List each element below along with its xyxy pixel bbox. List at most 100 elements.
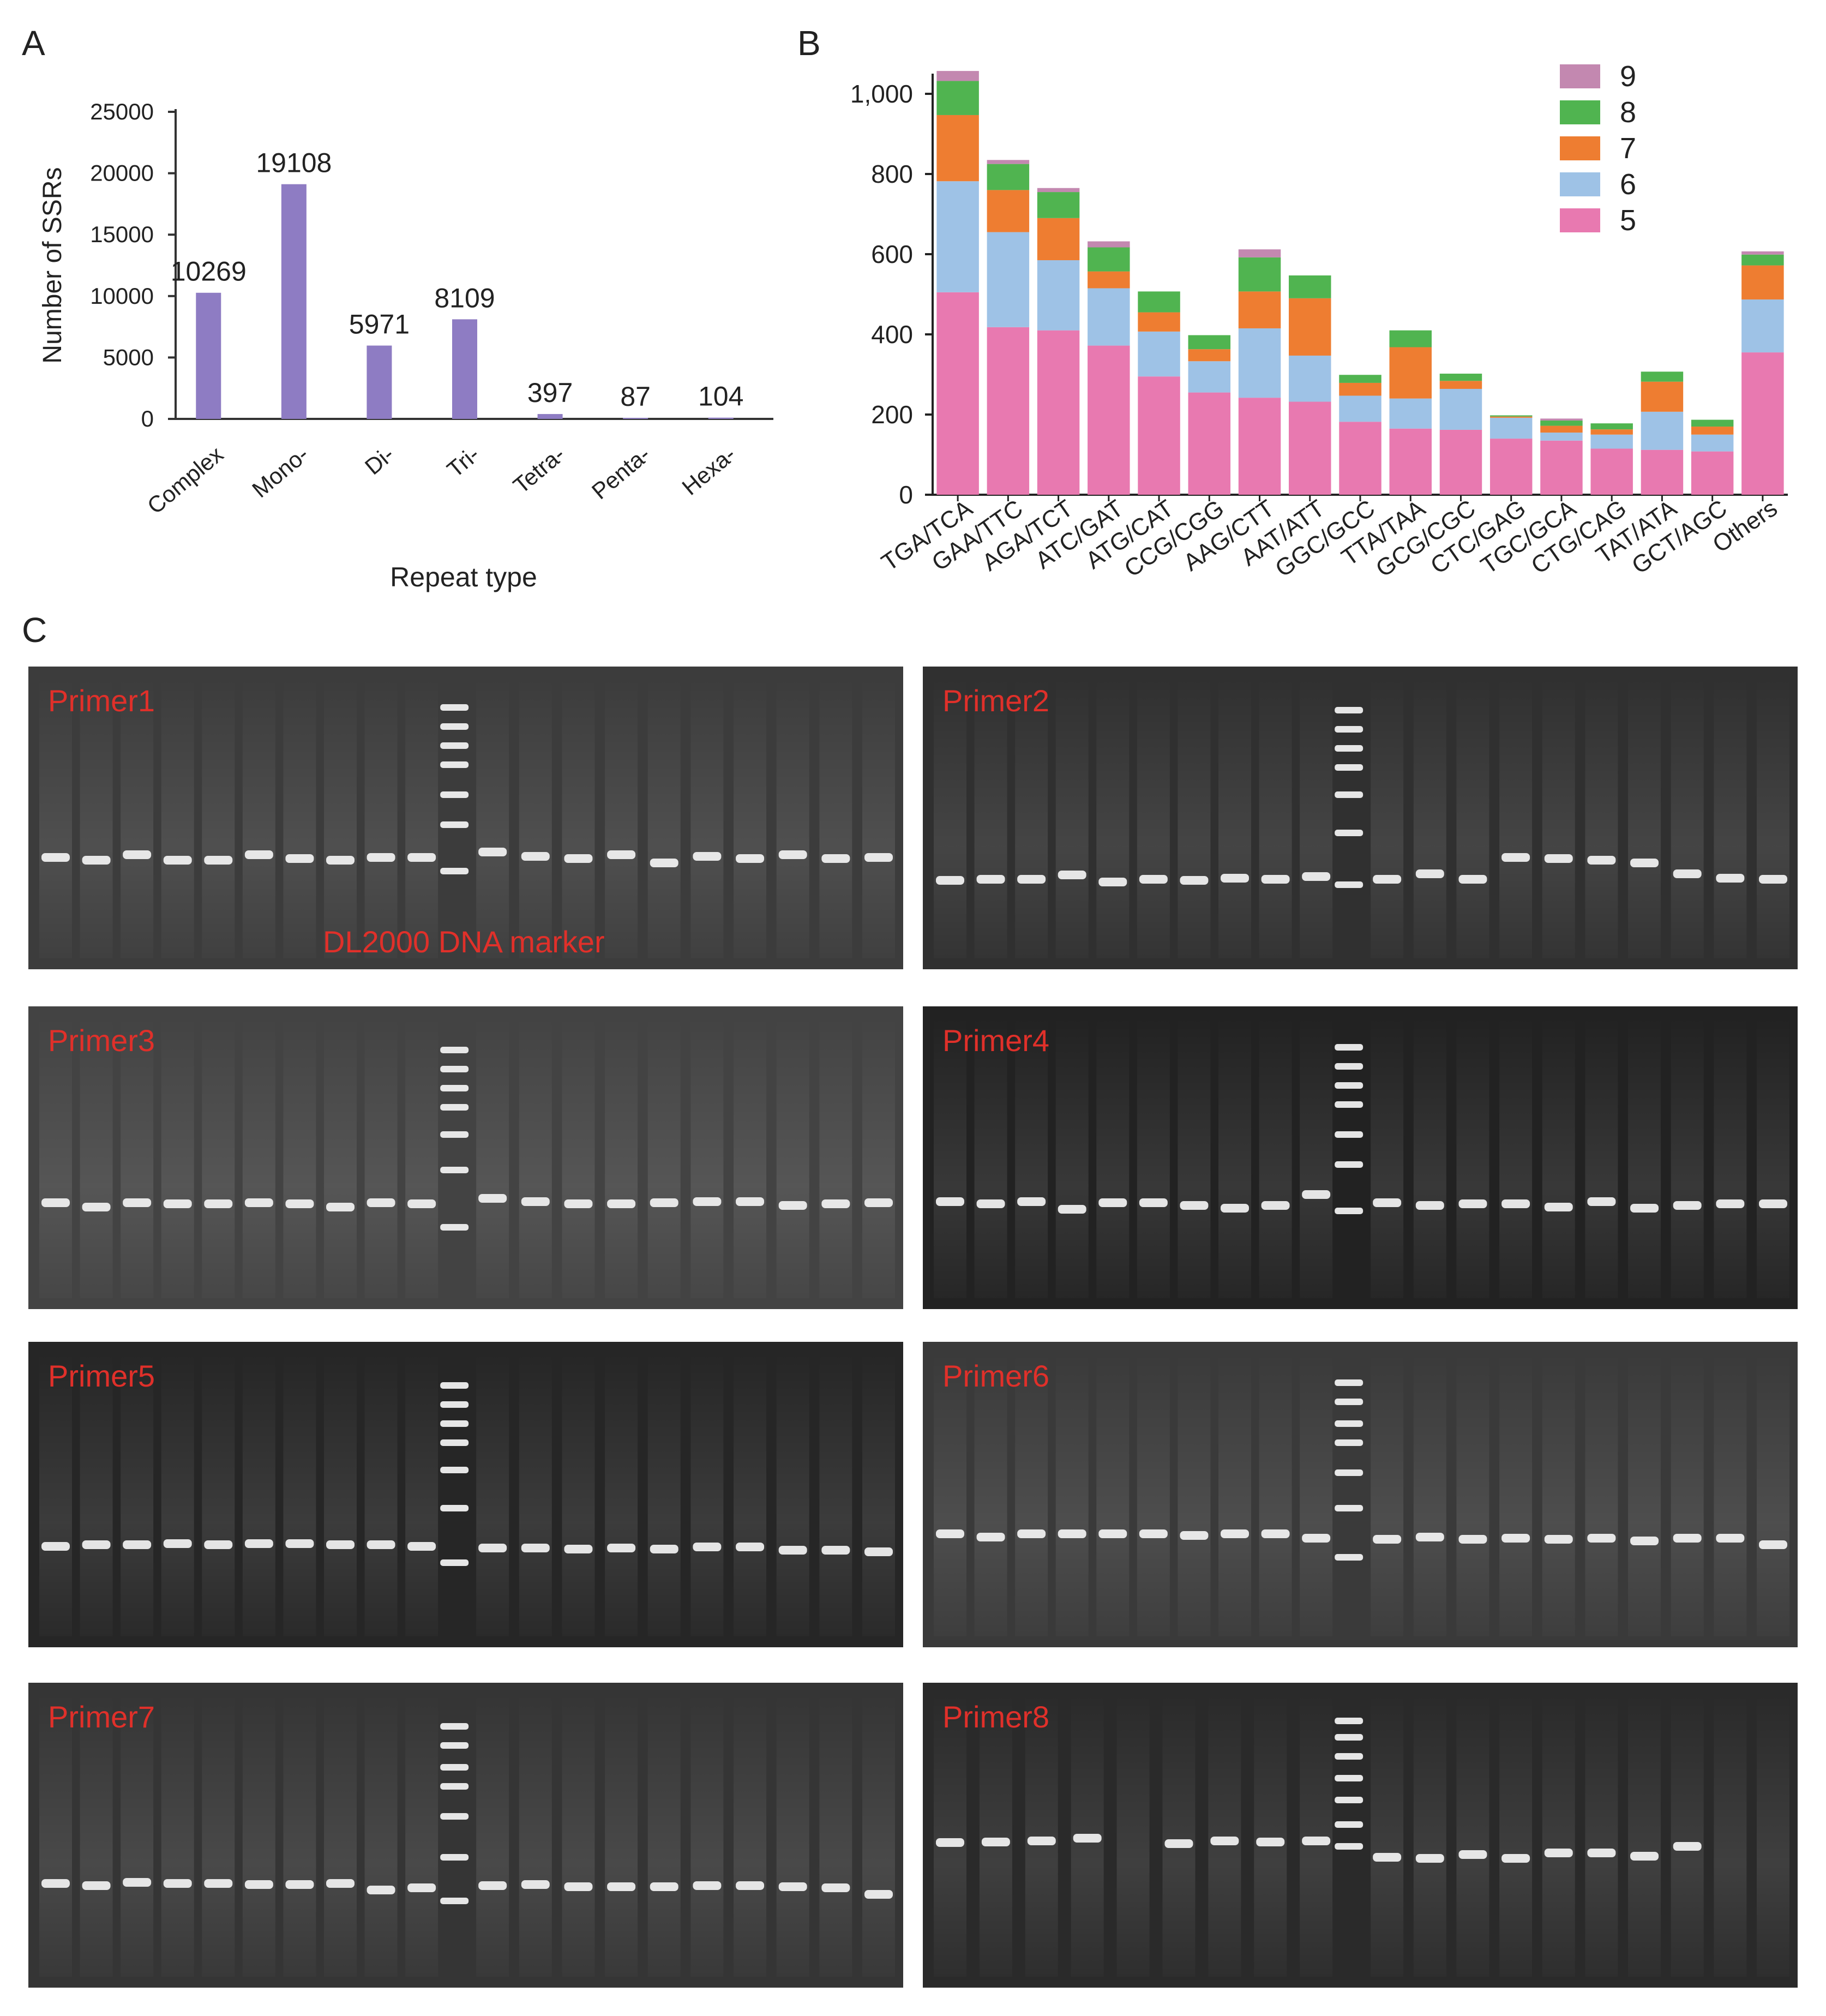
lane-smear: [974, 1353, 1007, 1636]
dna-band: [521, 1197, 550, 1206]
dna-band: [1716, 874, 1745, 883]
bar-segment: [1741, 265, 1784, 300]
legend-label: 7: [1620, 132, 1636, 165]
lane-smear: [1628, 1353, 1661, 1636]
lane-smear: [934, 1017, 966, 1298]
marker-band: [1335, 1101, 1364, 1108]
lane-smear: [121, 1353, 154, 1636]
lane-smear: [605, 1353, 638, 1636]
dna-band: [82, 1203, 111, 1211]
bar-segment: [1389, 347, 1432, 399]
marker-band: [440, 1898, 469, 1904]
dna-band: [1210, 1837, 1239, 1845]
dna-band: [244, 1880, 273, 1889]
lane-smear: [1542, 1353, 1575, 1636]
gel-image: [934, 677, 1789, 958]
marker-band: [440, 1854, 469, 1861]
dna-band: [326, 1203, 355, 1211]
lane-smear: [80, 677, 113, 958]
dna-band: [976, 1199, 1005, 1208]
legend-label: 6: [1620, 168, 1636, 201]
dna-band: [650, 859, 678, 867]
bar-segment: [1439, 381, 1482, 389]
dna-band: [1630, 1204, 1659, 1213]
gel-image: [39, 1017, 895, 1298]
lane-smear: [1413, 677, 1446, 958]
lane-smear: [934, 1694, 966, 1977]
dna-band: [821, 1883, 850, 1892]
marker-band: [440, 1401, 469, 1408]
dna-band: [1759, 1199, 1787, 1208]
bar-segment: [1339, 382, 1381, 396]
lane-smear: [1628, 677, 1661, 958]
lane-smear: [819, 677, 852, 958]
lane-smear: [405, 1694, 439, 1977]
dna-band: [736, 1881, 765, 1890]
dna-band: [1098, 1198, 1127, 1207]
dna-band: [478, 848, 507, 856]
bar-value-label: 19108: [256, 148, 332, 178]
lane-smear: [1585, 1353, 1618, 1636]
gel-label: Primer3: [48, 1023, 155, 1058]
bar-segment: [1289, 401, 1331, 495]
dna-band: [1221, 1204, 1250, 1213]
dna-band: [1302, 1190, 1331, 1199]
marker-band: [440, 1467, 469, 1473]
lane-smear: [819, 1694, 852, 1977]
bar-segment: [1238, 291, 1281, 328]
marker-band: [1335, 1554, 1364, 1561]
dna-band: [41, 853, 70, 862]
lane-smear: [862, 1353, 895, 1636]
dna-band: [285, 1539, 314, 1548]
dna-band: [693, 1881, 722, 1890]
lane-smear: [605, 1694, 638, 1977]
lane-smear: [1055, 677, 1089, 958]
dna-band: [1221, 1529, 1250, 1538]
dna-band: [407, 1883, 436, 1892]
lane-smear: [562, 1694, 595, 1977]
dna-band: [564, 1882, 593, 1891]
marker-band: [440, 868, 469, 874]
dna-band: [778, 1882, 807, 1891]
dna-band: [204, 1879, 233, 1888]
x-tick-label: Hexa-: [677, 441, 740, 500]
lane-smear: [734, 1694, 767, 1977]
dna-band: [864, 1890, 893, 1899]
marker-band: [440, 1224, 469, 1231]
marker-band: [440, 1382, 469, 1389]
bar-segment: [1289, 298, 1331, 356]
dna-band: [736, 854, 765, 863]
lane-smear: [1137, 1017, 1170, 1298]
marker-band: [440, 1764, 469, 1771]
marker-band: [440, 1420, 469, 1427]
lane-smear: [734, 677, 767, 958]
marker-band: [440, 1131, 469, 1138]
lane-smear: [1371, 677, 1404, 958]
dna-band: [1098, 1529, 1127, 1538]
y-tick-label: 5000: [103, 344, 154, 370]
lane-smear: [562, 1353, 595, 1636]
dna-band: [936, 1529, 964, 1538]
dna-band: [1630, 859, 1659, 867]
gel-label: Primer5: [48, 1359, 155, 1393]
lane-smear: [405, 1017, 439, 1298]
marker-band: [440, 1723, 469, 1730]
gel-label: Primer7: [48, 1700, 155, 1734]
marker-band: [440, 761, 469, 768]
lane-smear: [1218, 1017, 1252, 1298]
bar-segment: [1540, 440, 1583, 495]
lane-smear: [80, 1694, 113, 1977]
lane-smear: [605, 1017, 638, 1298]
dna-band: [1098, 878, 1127, 886]
lane-smear: [1096, 1353, 1130, 1636]
lane-smear: [476, 1353, 509, 1636]
y-axis-label: Number of SSRs: [38, 167, 67, 363]
lane-smear: [562, 1017, 595, 1298]
y-tick-label: 600: [871, 240, 913, 268]
lane-smear: [405, 677, 439, 958]
lane-smear: [819, 1017, 852, 1298]
dna-band: [367, 853, 395, 862]
lane-smear: [519, 1353, 552, 1636]
dna-band: [41, 1879, 70, 1888]
lane-smear: [974, 1017, 1007, 1298]
